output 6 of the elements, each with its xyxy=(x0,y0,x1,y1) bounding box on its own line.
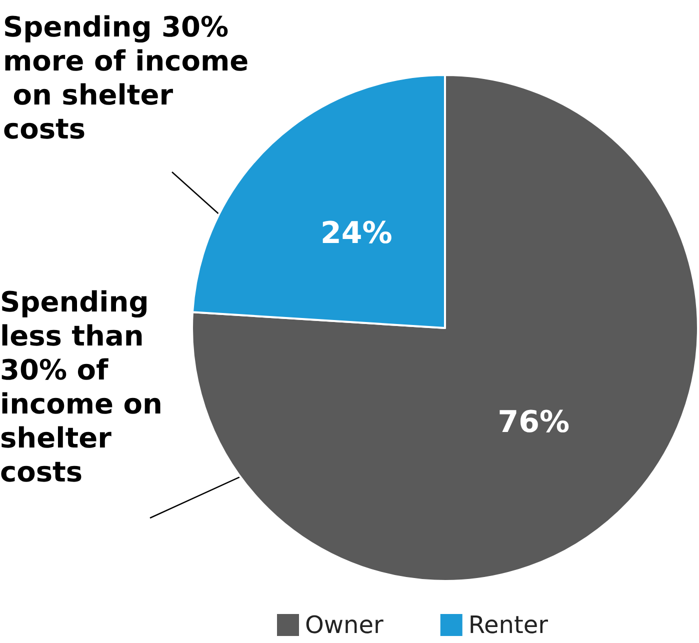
legend-label: Renter xyxy=(468,611,548,639)
text: Spending 30% more of income on shelter costs xyxy=(3,10,249,146)
legend-label: Owner xyxy=(305,611,384,639)
data-label: 24% xyxy=(320,216,392,252)
data-label: 76% xyxy=(498,404,570,440)
text: Spending less than 30% of income on shelter costs xyxy=(0,286,172,488)
